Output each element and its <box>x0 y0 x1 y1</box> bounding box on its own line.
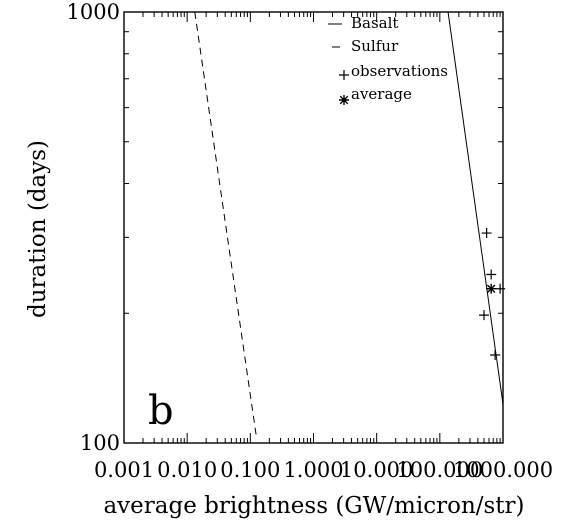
x-ticks: 0.001 0.010 0.100 1.00010.000100.0001000.00… <box>94 12 553 482</box>
sulfur-line <box>194 11 257 436</box>
observation-point <box>495 283 506 294</box>
y-tick-label: 1000 <box>67 0 120 24</box>
x-axis-label: average brightness (GW/micron/str) <box>103 493 524 519</box>
panel-label: b <box>148 388 174 434</box>
observation-point <box>490 350 501 361</box>
x-tick-label: 0.100 <box>220 458 280 482</box>
legend-asterisk-symbol <box>339 95 349 105</box>
basalt-line <box>447 11 504 405</box>
x-tick-label: 10.000 <box>340 458 413 482</box>
model-lines <box>194 11 504 436</box>
x-tick-label: 100.000 <box>396 458 483 482</box>
legend-label-sulfur: Sulfur <box>351 37 399 55</box>
y-axis-label: duration (days) <box>25 140 51 318</box>
data-points <box>478 228 506 361</box>
legend: Basalt Sulfur observations average <box>328 14 448 105</box>
y-tick-label: 100 <box>80 431 120 455</box>
observation-point <box>486 269 497 280</box>
observation-point <box>478 310 489 321</box>
x-tick-label: 0.001 <box>94 458 154 482</box>
legend-plus-symbol <box>339 70 349 80</box>
x-tick-label: 1000.000 <box>453 458 553 482</box>
legend-label-average: average <box>351 85 412 103</box>
average-point <box>486 283 497 294</box>
x-tick-label: 1.000 <box>283 458 343 482</box>
observation-point <box>481 228 492 239</box>
y-ticks: 100 1000 <box>67 0 503 455</box>
legend-label-basalt: Basalt <box>351 14 398 32</box>
x-tick-label: 0.010 <box>157 458 217 482</box>
legend-label-observations: observations <box>351 62 448 80</box>
